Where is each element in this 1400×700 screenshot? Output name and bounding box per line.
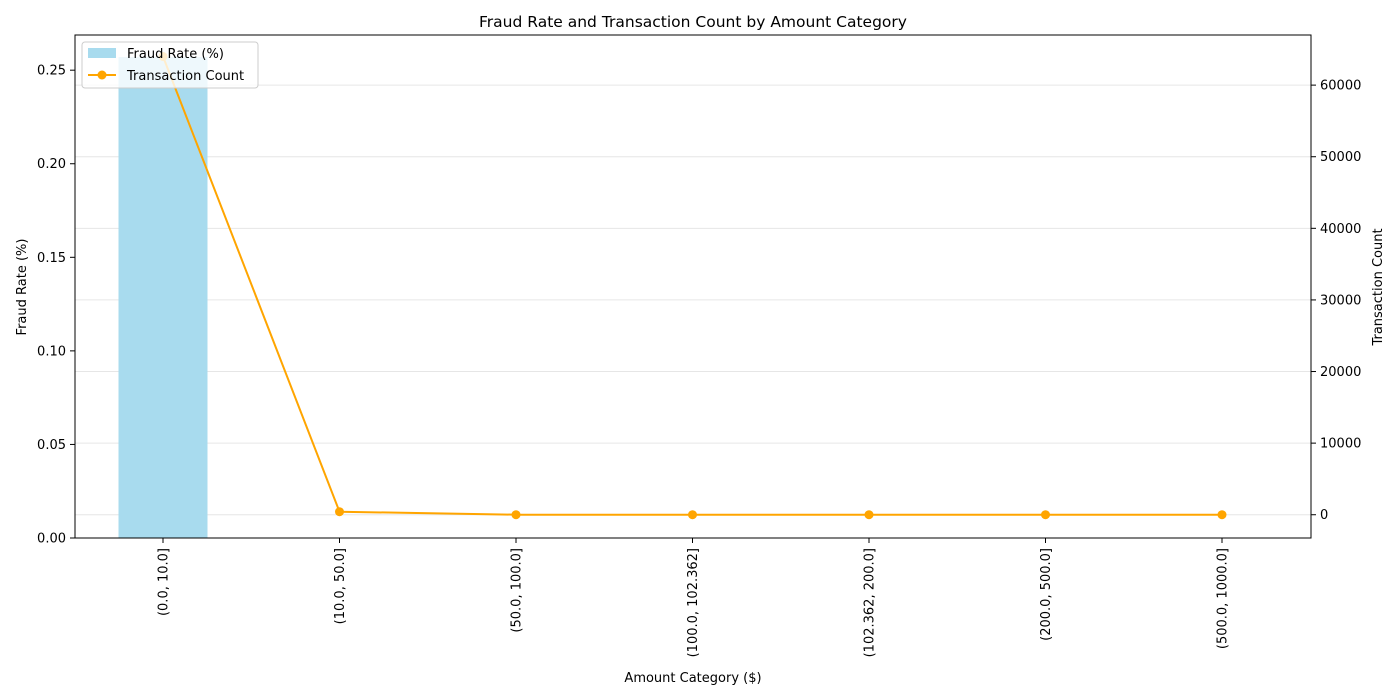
- line-point: [1217, 510, 1227, 520]
- x-tick-label: (102.362, 200.0]: [863, 548, 878, 657]
- y2-tick-label: 60000: [1320, 79, 1361, 94]
- legend-bar-swatch: [88, 48, 116, 58]
- line-point: [335, 507, 344, 517]
- x-tick-label: (0.0, 10.0]: [157, 548, 172, 616]
- y-tick-label: 0.25: [37, 64, 66, 79]
- legend: Fraud Rate (%) Transaction Count: [81, 41, 259, 89]
- y2-tick-label: 40000: [1320, 222, 1361, 237]
- grid-lines: [75, 84, 1311, 516]
- bar-series: [118, 57, 208, 538]
- line-point: [511, 510, 521, 520]
- y2-tick-label: 50000: [1320, 150, 1361, 165]
- y2-tick-label: 10000: [1320, 437, 1361, 452]
- x-axis-title: Amount Category ($): [624, 671, 761, 686]
- x-tick-label: (500.0, 1000.0]: [1216, 548, 1231, 649]
- y-tick-label: 0.00: [37, 532, 66, 547]
- y2-tick-label: 20000: [1320, 365, 1361, 380]
- x-tick-label: (50.0, 100.0]: [510, 548, 525, 633]
- chart-title: Fraud Rate and Transaction Count by Amou…: [479, 13, 907, 31]
- legend-line-marker: [97, 70, 107, 80]
- legend-label-fraud-rate: Fraud Rate (%): [127, 47, 224, 62]
- y-axis-left: 0.00 0.05 0.10 0.15 0.20 0.25: [37, 64, 75, 547]
- y-axis-title: Fraud Rate (%): [15, 239, 30, 336]
- y-axis-right: 0 10000 20000 30000 40000 50000 60000: [1311, 79, 1361, 523]
- legend-label-transaction-count: Transaction Count: [126, 69, 244, 84]
- x-tick-label: (10.0, 50.0]: [333, 548, 348, 624]
- y2-tick-label: 30000: [1320, 293, 1361, 308]
- x-tick-label: (100.0, 102.362]: [686, 548, 701, 657]
- bar: [118, 57, 208, 538]
- x-axis: (0.0, 10.0] (10.0, 50.0] (50.0, 100.0] (100…: [157, 538, 1231, 657]
- y2-tick-label: 0: [1320, 508, 1328, 523]
- line-point: [688, 510, 697, 520]
- legend-box: [81, 41, 259, 89]
- y2-axis-title: Transaction Count: [1371, 228, 1386, 346]
- line-point: [864, 510, 874, 520]
- y-tick-label: 0.15: [37, 251, 66, 266]
- y-tick-label: 0.10: [37, 344, 66, 359]
- x-tick-label: (200.0, 500.0]: [1039, 548, 1054, 641]
- line-point: [1041, 510, 1050, 520]
- y-tick-label: 0.05: [37, 438, 66, 453]
- y-tick-label: 0.20: [37, 157, 66, 172]
